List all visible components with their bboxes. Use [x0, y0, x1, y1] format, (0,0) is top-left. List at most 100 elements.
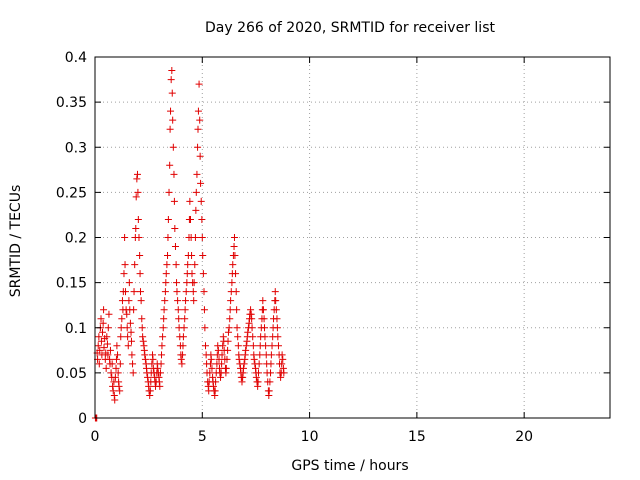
x-tick-label: 20 — [515, 429, 533, 445]
data-point — [168, 89, 176, 97]
data-point — [103, 333, 111, 341]
data-point — [207, 355, 215, 363]
y-tick-label: 0.2 — [65, 231, 87, 247]
data-point — [278, 351, 286, 359]
tick-labels: 0 5 10 15 20 0 0.05 0.1 0.15 0.2 0.25 0.3 0.35 0.4 — [56, 50, 533, 445]
data-point — [164, 215, 172, 223]
data-point — [164, 252, 172, 260]
data-point — [184, 261, 192, 269]
data-point — [188, 270, 196, 278]
data-point — [244, 328, 252, 336]
data-point — [232, 270, 240, 278]
data-point — [198, 215, 206, 223]
data-point — [120, 270, 128, 278]
data-point — [227, 297, 235, 305]
data-point — [146, 391, 154, 399]
data-point — [170, 170, 178, 178]
data-point — [121, 261, 129, 269]
data-point — [192, 206, 200, 214]
x-tick-label: 10 — [301, 429, 319, 445]
data-point — [97, 315, 105, 323]
data-point — [130, 306, 138, 314]
data-point — [196, 116, 204, 124]
data-point — [118, 297, 126, 305]
data-point — [267, 351, 275, 359]
data-point — [139, 333, 147, 341]
data-point — [159, 324, 167, 332]
data-point — [259, 297, 267, 305]
data-point — [171, 224, 179, 232]
data-point — [130, 288, 138, 296]
data-point — [247, 306, 255, 314]
data-point — [202, 342, 210, 350]
data-point — [194, 125, 202, 133]
data-point — [156, 382, 164, 390]
data-point — [233, 306, 241, 314]
data-point — [239, 364, 247, 372]
data-point — [249, 342, 257, 350]
data-point — [192, 188, 200, 196]
data-point — [100, 306, 108, 314]
data-point — [127, 337, 135, 345]
data-point — [173, 279, 181, 287]
data-point — [95, 333, 103, 341]
data-point — [175, 315, 183, 323]
data-point — [114, 351, 122, 359]
data-point — [233, 324, 241, 332]
data-point — [104, 324, 112, 332]
data-point — [196, 152, 204, 160]
data-point — [146, 387, 154, 395]
data-point — [226, 315, 234, 323]
data-point — [182, 297, 190, 305]
data-point — [121, 234, 129, 241]
data-point — [240, 360, 248, 368]
data-point — [274, 342, 282, 350]
data-point — [112, 364, 120, 372]
data-point — [272, 306, 280, 314]
data-point — [96, 346, 104, 354]
x-tick-label: 5 — [198, 429, 207, 445]
data-point — [163, 261, 171, 269]
y-axis-label: SRMTID / TECUs — [8, 185, 24, 298]
data-point — [139, 337, 147, 345]
data-point — [191, 261, 199, 269]
y-tick-label: 0.1 — [65, 321, 87, 337]
data-point — [123, 310, 131, 318]
data-point — [200, 306, 208, 314]
data-point — [193, 170, 201, 178]
data-point — [255, 369, 263, 377]
data-point — [224, 346, 232, 354]
data-point — [102, 364, 110, 372]
data-point — [191, 234, 199, 241]
data-point — [229, 261, 237, 269]
data-point — [174, 297, 182, 305]
data-point — [108, 360, 116, 368]
data-point — [117, 333, 125, 341]
y-tick-label: 0.4 — [65, 50, 87, 66]
y-tick-label: 0.25 — [56, 185, 87, 201]
axes — [94, 56, 611, 419]
data-point — [166, 125, 174, 133]
data-point — [121, 288, 129, 296]
data-point — [267, 369, 275, 377]
data-point — [218, 360, 226, 368]
data-point — [113, 342, 121, 350]
data-point — [265, 387, 273, 395]
data-point — [254, 378, 262, 386]
data-point — [261, 333, 269, 341]
data-point — [260, 315, 268, 323]
data-point — [267, 360, 275, 368]
data-point — [179, 333, 187, 341]
data-point — [230, 243, 238, 251]
data-point — [134, 188, 142, 196]
data-point — [109, 387, 117, 395]
data-point — [111, 396, 119, 404]
data-point — [279, 355, 287, 363]
data-point — [167, 107, 175, 115]
data-point — [231, 252, 239, 260]
data-point — [116, 387, 124, 395]
data-point — [160, 306, 168, 314]
data-point — [117, 324, 125, 332]
